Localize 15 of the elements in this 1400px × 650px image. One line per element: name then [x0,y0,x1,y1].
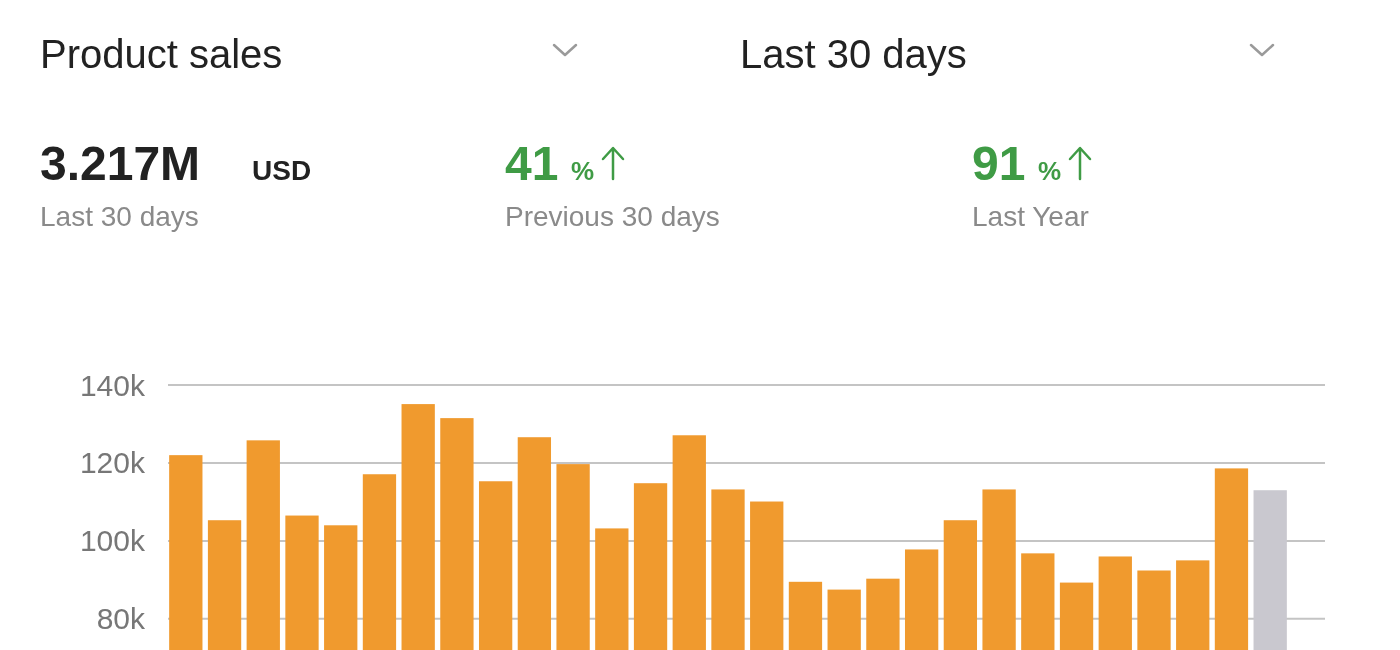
text: Previous 30 days [505,201,720,232]
chart-subtitle: Last 30 days [740,32,967,76]
y-tick-label: 80k [96,602,146,636]
text: % [571,156,595,186]
text: Last Year [972,201,1089,232]
chart-title: Product sales [40,32,283,76]
text: 91 [972,137,1026,190]
text: 3.217M [40,137,201,190]
text: Last 30 days [40,201,199,232]
text: 41 [505,137,559,190]
text: USD [252,155,312,186]
text: % [1038,156,1062,186]
y-tick-label: 120k [79,446,146,480]
y-tick-label: 100k [79,524,146,558]
y-tick-label: 140k [79,368,146,402]
